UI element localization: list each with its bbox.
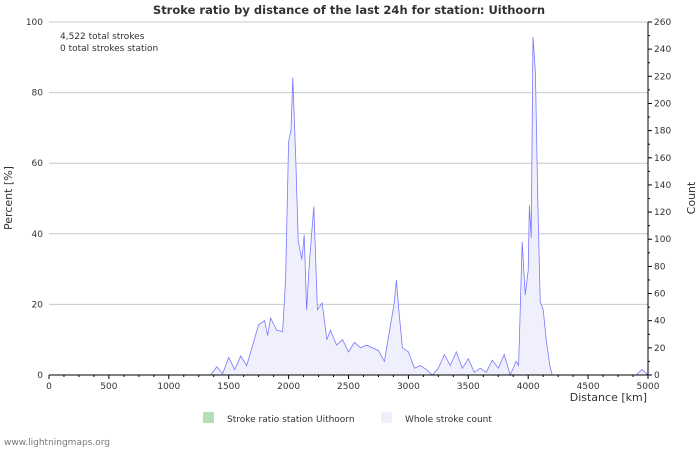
x-tick-label: 0 — [46, 382, 52, 392]
x-tick-label: 5000 — [637, 382, 660, 392]
x-tick-label: 500 — [100, 382, 117, 392]
stroke-count-area — [210, 36, 648, 376]
y-left-tick-label: 20 — [32, 300, 44, 310]
y-right-tick-label: 0 — [654, 371, 660, 381]
y-right-tick-label: 160 — [654, 154, 671, 164]
y-left-tick-label: 0 — [37, 371, 43, 381]
y-right-axis-label: Count — [685, 181, 698, 214]
legend-swatch-station-ratio — [203, 412, 214, 423]
x-tick-label: 1500 — [217, 382, 240, 392]
y-right-tick-label: 120 — [654, 208, 671, 218]
y-left-tick-label: 80 — [32, 89, 44, 99]
x-tick-label: 4500 — [577, 382, 600, 392]
footer-site-link[interactable]: www.lightningmaps.org — [4, 438, 110, 448]
y-left-axis-label: Percent [%] — [2, 166, 15, 230]
annotation-total-strokes: 4,522 total strokes — [60, 32, 145, 42]
legend-label-stroke-count: Whole stroke count — [405, 415, 492, 425]
y-left-tick-label: 100 — [26, 18, 43, 28]
legend-label-station-ratio: Stroke ratio station Uithoorn — [227, 415, 355, 425]
y-right-tick-label: 60 — [654, 290, 666, 300]
x-tick-label: 1000 — [157, 382, 180, 392]
annotation-station-strokes: 0 total strokes station — [60, 44, 158, 54]
x-tick-label: 2500 — [337, 382, 360, 392]
x-tick-label: 3000 — [397, 382, 420, 392]
y-right-tick-label: 40 — [654, 317, 666, 327]
y-right-tick-label: 260 — [654, 18, 671, 28]
legend-swatch-stroke-count — [381, 412, 392, 423]
x-tick-label: 3500 — [457, 382, 480, 392]
y-right-tick-label: 100 — [654, 235, 671, 245]
y-right-tick-label: 240 — [654, 45, 671, 55]
y-left-tick-label: 40 — [32, 230, 44, 240]
y-right-tick-label: 200 — [654, 99, 671, 109]
y-right-tick-label: 80 — [654, 262, 666, 272]
x-tick-label: 4000 — [517, 382, 540, 392]
x-axis-label: Distance [km] — [570, 391, 647, 404]
y-right-tick-label: 20 — [654, 344, 666, 354]
y-left-tick-label: 60 — [32, 159, 44, 169]
x-tick-label: 2000 — [277, 382, 300, 392]
stroke-count-line — [210, 36, 649, 377]
y-right-tick-label: 140 — [654, 181, 671, 191]
y-right-tick-label: 180 — [654, 127, 671, 137]
chart-title: Stroke ratio by distance of the last 24h… — [153, 3, 545, 17]
y-right-tick-label: 220 — [654, 72, 671, 82]
